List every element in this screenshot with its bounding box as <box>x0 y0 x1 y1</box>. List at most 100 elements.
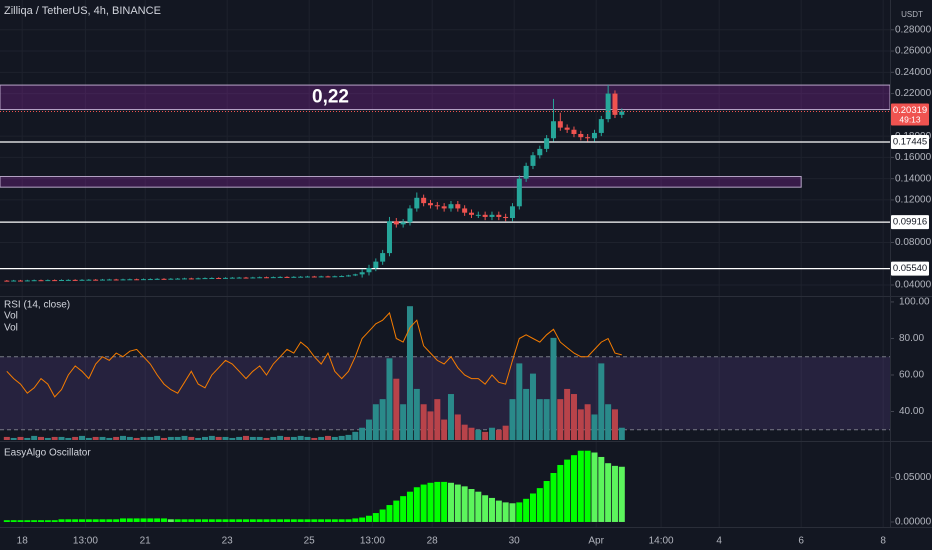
candle-body <box>181 278 187 280</box>
oscillator-bar <box>133 518 140 522</box>
volume-bar <box>461 424 468 440</box>
oscillator-bar <box>529 493 536 522</box>
oscillator-bar <box>37 520 44 522</box>
volume-bar <box>304 436 311 440</box>
oscillator-bar <box>17 520 24 522</box>
candle-body <box>161 278 167 280</box>
volume-bar <box>160 437 167 440</box>
oscillator-bar <box>222 519 229 522</box>
candle-body <box>65 279 71 281</box>
oscillator-bar <box>352 518 359 522</box>
volume-bar <box>447 394 454 440</box>
volume-bar <box>543 399 550 440</box>
volume-bar <box>3 436 10 440</box>
oscillator-bar <box>618 466 625 522</box>
oscillator-bar <box>359 517 366 522</box>
candle-body <box>605 93 611 120</box>
candle-body <box>120 279 126 281</box>
volume-bar <box>488 427 495 440</box>
candle-body <box>407 208 413 223</box>
candle-body <box>332 276 338 278</box>
y-tick-label: 100.00 <box>899 297 930 308</box>
volume-bar <box>31 435 38 440</box>
zone <box>0 176 802 188</box>
volume-bar <box>195 437 202 440</box>
oscillator-bar <box>441 481 448 522</box>
zone <box>0 84 891 111</box>
volume-bar <box>167 436 174 440</box>
oscillator-bar <box>536 488 543 522</box>
candle-body <box>537 148 543 156</box>
volume-bar <box>420 404 427 440</box>
volume-bar <box>345 434 352 440</box>
volume-bar <box>365 419 372 440</box>
oscillator-bar <box>372 513 379 522</box>
last-price-label: 0.20319 <box>893 105 927 116</box>
x-tick-label: 4 <box>716 536 722 547</box>
candle-body <box>578 133 584 138</box>
candle-body <box>345 275 351 277</box>
candle-body <box>475 214 481 216</box>
oscillator-bar <box>126 518 133 522</box>
oscillator-bar <box>406 491 413 522</box>
chart-title: Zilliqa / TetherUS, 4h, BINANCE <box>4 5 161 17</box>
candle-body <box>352 274 358 276</box>
candle-body <box>243 277 249 279</box>
oscillator-bar <box>318 519 325 522</box>
volume-bar <box>181 435 188 440</box>
x-tick-label: 18 <box>17 536 29 547</box>
oscillator-bar <box>160 518 167 522</box>
y-tick-label: 0.00000 <box>895 517 932 528</box>
volume-bar <box>570 394 577 440</box>
volume-bar <box>37 436 44 440</box>
y-tick-label: 0.08000 <box>895 237 932 248</box>
oscillator-bar <box>577 450 584 522</box>
candle-body <box>154 278 160 280</box>
candle-body <box>52 280 58 282</box>
volume-bar <box>318 436 325 440</box>
level-label: 0.09916 <box>893 217 927 228</box>
y-tick-label: 80.00 <box>899 333 924 344</box>
candle-body <box>448 204 454 209</box>
volume-bar <box>106 437 113 440</box>
volume-bar <box>454 414 461 440</box>
volume-bar <box>277 435 284 440</box>
candle-body <box>202 278 208 280</box>
oscillator-bar <box>393 500 400 522</box>
candle-body <box>421 197 427 204</box>
volume-bar <box>605 404 612 440</box>
candle-body <box>325 276 331 278</box>
volume-bar <box>434 399 441 440</box>
candle-body <box>277 276 283 278</box>
candle-body <box>386 221 392 254</box>
oscillator-bar <box>229 519 236 522</box>
volume-bar <box>229 437 236 440</box>
oscillator-bar <box>113 519 120 522</box>
candle-body <box>140 279 146 281</box>
oscillator-bar <box>201 519 208 522</box>
oscillator-bar <box>400 496 407 522</box>
candle-body <box>147 279 153 281</box>
volume-bar <box>598 363 605 440</box>
candle-body <box>188 278 194 280</box>
oscillator-bar <box>51 520 58 522</box>
oscillator-bar <box>140 518 147 522</box>
volume-bar <box>58 436 65 440</box>
candle-body <box>4 280 10 282</box>
volume-bar <box>406 306 413 440</box>
candle-body <box>380 253 386 262</box>
oscillator-bar <box>31 520 38 522</box>
oscillator-bar <box>72 519 79 522</box>
volume-bar <box>290 436 297 440</box>
candle-body <box>557 121 563 128</box>
volume-bar <box>509 399 516 440</box>
volume-bar <box>201 436 208 440</box>
volume-bar <box>502 425 509 440</box>
oscillator-bar <box>167 519 174 522</box>
candle-body <box>17 280 23 282</box>
oscillator-bar <box>147 518 154 522</box>
oscillator-bar <box>195 519 202 522</box>
volume-bar <box>324 435 331 440</box>
candle-body <box>127 279 133 281</box>
